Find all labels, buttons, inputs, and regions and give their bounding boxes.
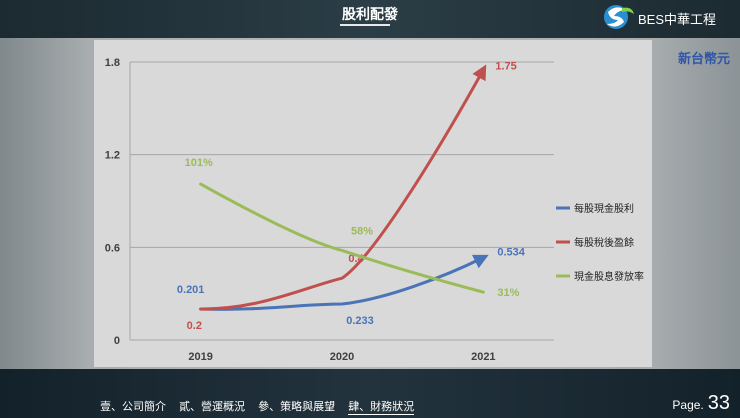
chart-svg: 0 0.6 1.2 1.8 2019 2020 2021 0.201 0.233 0.534 0.2… <box>105 57 644 363</box>
data-label: 0.2 <box>187 320 202 332</box>
legend-label: 現金股息發放率 <box>574 270 644 283</box>
company-logo: BES中華工程 <box>602 2 732 32</box>
data-label: 0.534 <box>497 247 525 259</box>
series-cash-dividend <box>199 254 489 311</box>
footer-nav: 壹、公司簡介 貳、營運概況 參、策略與展望 肆、財務狀況 <box>100 398 424 415</box>
series-eps <box>199 64 487 311</box>
page-number: 33 <box>707 392 730 414</box>
data-label: 101% <box>185 157 213 169</box>
legend-label: 每股現金股利 <box>574 202 634 215</box>
footer-bar <box>0 369 740 418</box>
x-tick-label: 2020 <box>330 351 354 363</box>
unit-label: 新台幣元 <box>677 51 730 66</box>
chart-area: 0 0.6 1.2 1.8 2019 2020 2021 0.201 0.233 0.534 0.2… <box>94 40 652 367</box>
nav-item-financials[interactable]: 肆、財務狀況 <box>348 401 415 415</box>
y-tick-label: 1.2 <box>105 150 120 162</box>
page-title: 股利配發 <box>342 6 398 22</box>
title-underline <box>340 24 390 26</box>
data-label: 0.233 <box>346 315 374 327</box>
y-tick-label: 1.8 <box>105 57 120 69</box>
legend-label: 每股稅後盈餘 <box>574 236 634 249</box>
data-label: 0.201 <box>177 284 205 296</box>
top-bar: 股利配發 BES中華工程 <box>0 0 740 38</box>
logo-icon <box>604 5 634 29</box>
nav-item-operations[interactable]: 貳、營運概況 <box>179 401 246 413</box>
data-label: 31% <box>497 287 519 299</box>
x-tick-label: 2019 <box>188 351 212 363</box>
page-label: Page. <box>672 398 704 412</box>
y-tick-label: 0.6 <box>105 242 120 254</box>
page-indicator: Page. 33 <box>672 392 730 415</box>
y-tick-label: 0 <box>114 335 120 347</box>
nav-item-strategy[interactable]: 參、策略與展望 <box>258 401 336 413</box>
x-tick-label: 2021 <box>471 351 495 363</box>
data-label: 58% <box>351 225 373 237</box>
logo-text: BES中華工程 <box>638 12 717 27</box>
nav-item-company-intro[interactable]: 壹、公司簡介 <box>100 401 166 413</box>
data-label: 1.75 <box>495 61 516 73</box>
